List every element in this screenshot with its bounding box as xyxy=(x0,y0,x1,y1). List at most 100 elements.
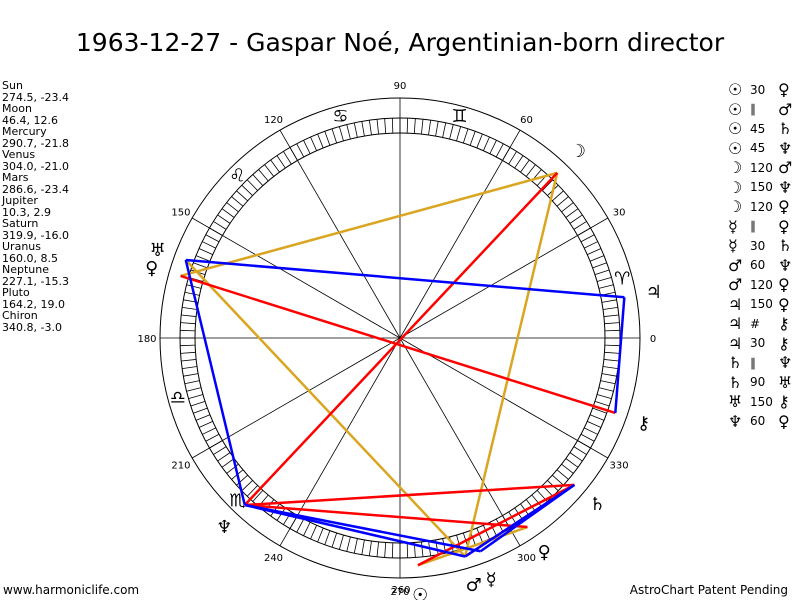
position-name: Sun xyxy=(2,79,23,92)
sun-icon: ☉ xyxy=(412,585,428,600)
aspect-row: ♄ 90 ♅ xyxy=(728,373,792,393)
degree-tick xyxy=(589,255,605,262)
degree-tick xyxy=(324,530,331,545)
degree-tick xyxy=(391,542,394,558)
degree-tick xyxy=(180,351,196,354)
planet1-icon: ♃ xyxy=(728,333,743,353)
degree-tick xyxy=(213,446,227,455)
degree-tick xyxy=(514,155,524,169)
degree-tick xyxy=(317,133,324,149)
degree-tick xyxy=(258,169,269,182)
degree-label: 60 xyxy=(520,115,533,126)
degree-tick xyxy=(483,525,490,540)
footer-patent-note: AstroChart Patent Pending xyxy=(629,583,788,597)
degree-tick xyxy=(361,121,365,137)
planet1-icon: ♄ xyxy=(728,372,743,392)
position-name: Uranus xyxy=(2,240,41,253)
aspect-line xyxy=(184,259,247,506)
degree-tick xyxy=(589,414,605,421)
degree-tick xyxy=(552,190,564,202)
aspect-angle: 45 xyxy=(750,121,766,136)
degree-tick xyxy=(317,527,324,543)
aspect-line xyxy=(614,297,626,414)
degree-tick xyxy=(182,366,198,370)
planet2-icon: ♀ xyxy=(778,294,790,314)
position-name: Mercury xyxy=(2,125,47,138)
degree-tick xyxy=(565,208,579,218)
footer-website[interactable]: www.harmoniclife.com xyxy=(3,583,140,597)
degree-tick xyxy=(331,532,338,548)
degree-tick xyxy=(180,344,196,347)
planet2-icon: ♄ xyxy=(778,236,793,256)
position-name: Mars xyxy=(2,171,29,184)
degree-label: 180 xyxy=(137,334,156,345)
degree-tick xyxy=(246,179,258,191)
degree-tick xyxy=(270,159,280,173)
position-name: Jupiter xyxy=(2,194,38,207)
aspect-angle: 45 xyxy=(750,141,766,156)
degree-tick xyxy=(202,241,216,249)
degree-tick xyxy=(226,202,239,213)
degree-tick xyxy=(598,284,614,289)
degree-tick xyxy=(180,322,196,325)
aspect-row: ☽ 120 ♀ xyxy=(728,197,792,217)
aspect-row: ☽ 150 ♆ xyxy=(728,178,792,198)
aspect-row: ☉ 30 ♀ xyxy=(728,80,792,100)
aspect-angle: 120 xyxy=(750,199,773,214)
planet2-icon: ♀ xyxy=(778,411,790,431)
degree-tick xyxy=(428,120,432,136)
planet1-icon: ☿ xyxy=(728,216,738,236)
degree-tick xyxy=(462,128,469,144)
aspect-angle: 90 xyxy=(750,375,766,390)
degree-tick xyxy=(556,196,569,207)
degree-tick xyxy=(353,122,358,138)
degree-tick xyxy=(188,394,204,400)
aspect-line xyxy=(417,525,528,567)
gemini-icon: ♊ xyxy=(451,106,467,127)
position-name: Pluto xyxy=(2,286,30,299)
position-coords: 227.1, -15.3 xyxy=(2,274,69,288)
degree-tick xyxy=(202,427,216,435)
degree-tick xyxy=(368,540,372,556)
degree-labels: 0 30 60 90 120 150 180 210 240 270 300 330 260 xyxy=(137,81,656,598)
sign-division-spokes xyxy=(160,98,640,578)
degree-tick xyxy=(594,400,610,407)
position-coords: 340.8, -3.0 xyxy=(2,320,62,334)
libra-icon: ♎ xyxy=(170,388,186,409)
degree-tick xyxy=(264,164,275,177)
aspect-angle: 120 xyxy=(750,277,773,292)
planet1-icon: ☿ xyxy=(728,236,738,256)
degree-tick xyxy=(469,131,476,146)
degree-tick xyxy=(181,314,197,317)
degree-tick xyxy=(353,538,358,554)
planet2-icon: ♂ xyxy=(778,158,793,178)
chart-title: 1963-12-27 - Gaspar Noé, Argentinian-bor… xyxy=(75,28,725,57)
pluto-icon: ♀ xyxy=(145,258,158,279)
degree-tick xyxy=(580,433,595,442)
planet2-icon: ♀ xyxy=(778,80,790,100)
degree-tick xyxy=(600,380,616,385)
planet2-icon: ♂ xyxy=(778,99,793,119)
planet1-icon: ☉ xyxy=(728,99,743,119)
planet2-icon: ♆ xyxy=(778,138,793,158)
degree-tick xyxy=(376,119,379,135)
degree-tick xyxy=(246,485,258,497)
degree-tick xyxy=(604,344,620,347)
degree-tick xyxy=(324,131,331,146)
degree-tick xyxy=(596,276,612,282)
degree-tick xyxy=(193,262,208,269)
degree-tick xyxy=(198,248,213,255)
degree-tick xyxy=(565,458,579,468)
venus-icon: ♀ xyxy=(538,542,551,563)
degree-tick xyxy=(180,329,196,332)
planet2-icon: ♀ xyxy=(778,197,790,217)
degree-tick xyxy=(231,196,244,207)
degree-tick xyxy=(587,421,602,428)
degree-tick xyxy=(338,126,344,142)
degree-tick xyxy=(449,124,454,140)
aspect-line xyxy=(180,171,558,278)
degree-tick xyxy=(205,234,220,243)
degree-tick xyxy=(604,351,620,354)
degree-tick xyxy=(602,366,618,370)
planet-glyphs: ☉ ☽ ☿ ♀ ♂ ♃ ♄ ♅ ♆ ♀ ⚷ xyxy=(145,141,662,600)
